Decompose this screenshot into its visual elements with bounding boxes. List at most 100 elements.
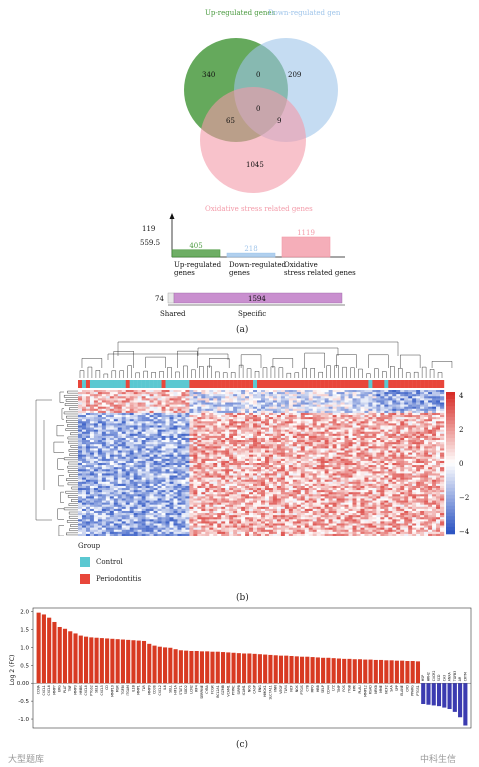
heatmap-cell <box>161 458 166 462</box>
upset-shared-label: Shared <box>160 310 186 318</box>
heatmap-cell <box>320 481 325 485</box>
heatmap-cell <box>396 431 401 434</box>
heatmap-cell <box>440 463 445 466</box>
group-cell <box>396 380 401 388</box>
heatmap-cell <box>217 437 222 441</box>
heatmap-cell <box>400 425 405 428</box>
heatmap-cell <box>328 394 333 397</box>
heatmap-cell <box>360 427 365 430</box>
heatmap-cell <box>145 425 150 428</box>
heatmap-cell <box>233 392 238 395</box>
heatmap-cell <box>241 442 246 445</box>
heatmap-cell <box>105 494 111 497</box>
heatmap-cell <box>117 456 122 460</box>
heatmap-cell <box>201 460 206 464</box>
heatmap-cell <box>292 463 298 466</box>
heatmap-cell <box>276 444 282 447</box>
heatmap-cell <box>424 415 429 418</box>
heatmap-cell <box>225 404 230 407</box>
heatmap-cell <box>376 488 381 491</box>
heatmap-cell <box>288 444 294 447</box>
heatmap-cell <box>424 390 429 393</box>
heatmap-cell <box>284 417 290 420</box>
heatmap-cell <box>113 490 118 493</box>
heatmap-cell <box>97 423 103 426</box>
heatmap-cell <box>153 479 158 482</box>
heatmap-cell <box>376 400 381 403</box>
heatmap-cell <box>276 440 282 443</box>
heatmap-cell <box>280 417 286 420</box>
heatmap-cell <box>233 492 238 495</box>
heatmap-cell <box>89 467 95 470</box>
heatmap-cell <box>229 454 234 457</box>
heatmap-cell <box>101 423 107 426</box>
heatmap-cell <box>304 427 309 430</box>
heatmap-cell <box>89 463 95 466</box>
heatmap-cell <box>324 435 329 439</box>
heatmap-cell <box>129 412 134 416</box>
heatmap-cell <box>428 465 433 468</box>
heatmap-cell <box>149 479 154 482</box>
heatmap-cell <box>360 440 365 443</box>
heatmap-cell <box>261 450 266 453</box>
heatmap-cell <box>396 471 401 474</box>
heatmap-cell <box>141 400 146 403</box>
heatmap-cell <box>420 494 425 497</box>
heatmap-cell <box>356 396 361 399</box>
heatmap-cell <box>328 465 333 468</box>
heatmap-cell <box>268 427 274 430</box>
heatmap-cell <box>408 425 413 428</box>
heatmap-cell <box>149 402 154 405</box>
heatmap-cell <box>78 396 83 399</box>
heatmap-cell <box>197 446 202 449</box>
heatmap-cell <box>296 485 301 489</box>
heatmap-cell <box>276 494 282 497</box>
heatmap-cell <box>420 394 425 397</box>
heatmap-cell <box>356 408 361 412</box>
heatmap-cell <box>388 406 393 409</box>
heatmap-cell <box>368 402 373 405</box>
heatmap-cell <box>400 429 405 432</box>
heatmap-cell <box>149 494 154 497</box>
heatmap-cell <box>261 465 266 468</box>
heatmap-cell <box>97 485 103 489</box>
heatmap-cell <box>344 471 349 474</box>
heatmap-cell <box>253 450 258 453</box>
heatmap-cell <box>185 404 190 407</box>
heatmap-cell <box>364 435 369 439</box>
heatmap-cell <box>328 444 333 447</box>
heatmap-cell <box>280 473 286 476</box>
heatmap-cell <box>137 431 142 434</box>
heatmap-cell <box>181 404 186 407</box>
heatmap-cell <box>392 494 397 497</box>
heatmap-cell <box>372 485 377 489</box>
heatmap-cell <box>133 469 138 472</box>
heatmap-cell <box>81 415 87 418</box>
heatmap-cell <box>388 392 393 395</box>
heatmap-cell <box>436 390 441 393</box>
heatmap-cell <box>296 496 301 499</box>
heatmap-cell <box>217 477 222 480</box>
heatmap-cell <box>396 423 401 426</box>
heatmap-cell <box>121 494 126 497</box>
heatmap-cell <box>93 494 99 497</box>
heatmap-cell <box>372 406 377 409</box>
heatmap-cell <box>368 442 373 445</box>
heatmap-cell <box>432 481 437 485</box>
heatmap-cell <box>181 444 186 447</box>
heatmap-cell <box>89 396 95 399</box>
heatmap-cell <box>356 471 361 474</box>
heatmap-cell <box>372 435 377 439</box>
heatmap-cell <box>197 452 202 455</box>
heatmap-cell <box>213 400 218 403</box>
heatmap-cell <box>141 390 146 393</box>
heatmap-cell <box>229 429 234 432</box>
heatmap-cell <box>284 406 290 409</box>
heatmap-cell <box>372 473 377 476</box>
heatmap-cell <box>229 444 234 447</box>
heatmap-cell <box>133 446 138 449</box>
heatmap-cell <box>296 406 301 409</box>
heatmap-cell <box>253 458 258 462</box>
heatmap-cell <box>145 446 150 449</box>
heatmap-cell <box>380 427 385 430</box>
